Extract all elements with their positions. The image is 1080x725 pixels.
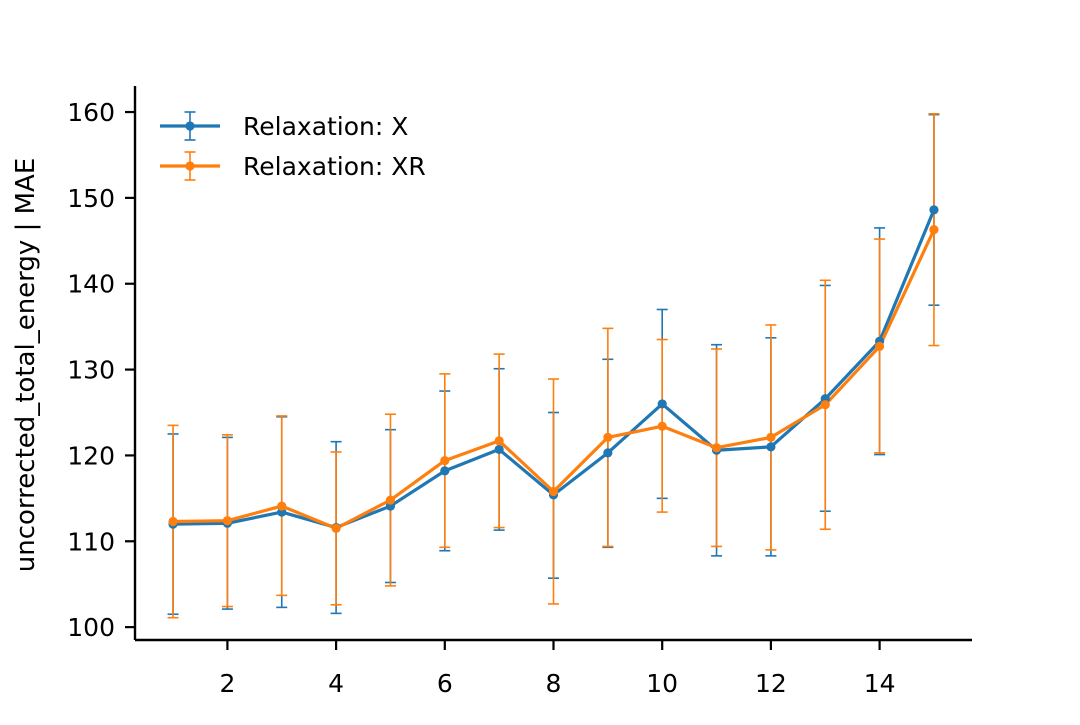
legend: Relaxation: X Relaxation: XR bbox=[160, 111, 426, 181]
y-tick-label: 160 bbox=[67, 98, 115, 127]
legend-label-2: Relaxation: XR bbox=[243, 152, 426, 181]
y-tick-label: 140 bbox=[67, 270, 115, 299]
data-point-2 bbox=[331, 523, 341, 533]
data-point-1 bbox=[494, 444, 504, 455]
y-tick-label: 110 bbox=[67, 527, 115, 556]
data-point-2 bbox=[168, 516, 178, 527]
x-tick-label: 8 bbox=[546, 669, 562, 698]
x-tick-label: 4 bbox=[328, 669, 344, 698]
data-point-2 bbox=[277, 501, 287, 511]
y-tick-label: 150 bbox=[67, 184, 115, 213]
y-axis-label: uncorrected_total_energy | MAE bbox=[11, 158, 41, 572]
errorbars-layer bbox=[167, 112, 940, 619]
data-point-1 bbox=[603, 448, 613, 458]
data-point-2 bbox=[820, 400, 830, 410]
x-tick-label: 12 bbox=[755, 669, 787, 698]
x-tick-label: 10 bbox=[646, 669, 678, 698]
y-tick-label: 120 bbox=[67, 441, 115, 470]
axes-layer: 100 110 120 130 140 150 160 2 4 6 8 10 12 14 bbox=[67, 86, 972, 698]
legend-label-1: Relaxation: X bbox=[243, 112, 408, 141]
data-point-1 bbox=[766, 442, 776, 452]
data-point-2 bbox=[603, 432, 613, 442]
x-tick-label: 2 bbox=[219, 669, 235, 698]
data-point-1 bbox=[440, 466, 450, 476]
data-point-2 bbox=[929, 225, 939, 235]
data-point-1 bbox=[657, 399, 667, 409]
data-point-2 bbox=[222, 516, 232, 526]
y-tick-label: 100 bbox=[67, 613, 115, 642]
data-point-2 bbox=[548, 486, 559, 497]
data-point-2 bbox=[385, 495, 396, 505]
x-tick-label: 14 bbox=[864, 669, 896, 698]
y-tick-label: 130 bbox=[67, 356, 115, 385]
data-point-2 bbox=[440, 455, 450, 466]
legend-marker-2 bbox=[185, 161, 195, 171]
points-layer bbox=[168, 205, 939, 533]
data-point-1 bbox=[929, 205, 939, 215]
data-point-2 bbox=[875, 341, 885, 352]
x-tick-label: 6 bbox=[437, 669, 453, 698]
data-point-2 bbox=[766, 432, 776, 442]
data-point-2 bbox=[711, 443, 722, 453]
legend-marker-1 bbox=[185, 121, 195, 131]
data-point-2 bbox=[494, 436, 504, 446]
data-point-2 bbox=[657, 421, 667, 431]
